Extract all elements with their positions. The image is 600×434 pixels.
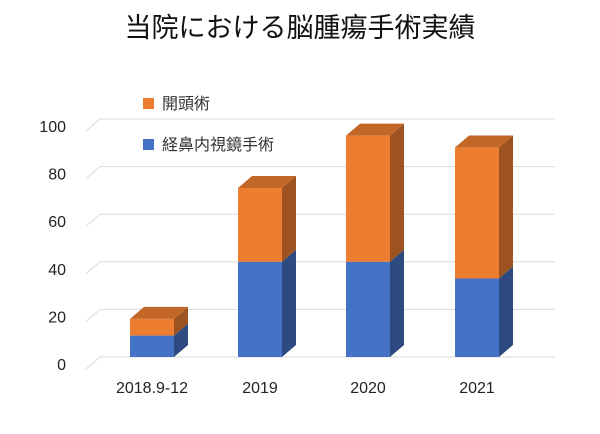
bar-segment-top: [455, 135, 513, 148]
bar-segment-front: [455, 147, 499, 279]
bar-segment-top: [346, 123, 404, 136]
bar-segment-front: [238, 261, 282, 357]
bar-segment-front: [346, 261, 390, 357]
gridline-diagonal: [85, 356, 101, 370]
bar-segment-side: [499, 266, 513, 357]
bar-segment-front: [346, 135, 390, 262]
bar-segment-top: [238, 176, 296, 189]
y-tick-label: 0: [57, 357, 66, 374]
bar-segment-front: [455, 278, 499, 357]
gridline-diagonal: [85, 213, 101, 227]
gridline-diagonal: [85, 309, 101, 322]
bar-segment-front: [238, 188, 282, 262]
gridline-diagonal: [85, 166, 101, 179]
y-axis-ticks: 0 20 40 60 80 100: [39, 119, 66, 374]
gridline-diagonal: [85, 261, 101, 275]
legend-label: 開頭術: [162, 94, 210, 113]
x-tick-label: 2021: [459, 380, 495, 397]
bar-segment-front: [130, 335, 174, 357]
y-tick-label: 40: [48, 262, 66, 279]
x-tick-label: 2019: [242, 380, 278, 397]
chart-title: 当院における脳腫瘍手術実績: [125, 13, 476, 44]
bar-segment-side: [390, 249, 404, 357]
bar-segment-top: [130, 306, 188, 319]
legend-swatch: [143, 139, 154, 150]
bars: [130, 123, 513, 357]
y-tick-label: 60: [48, 214, 66, 231]
gridline-diagonal: [85, 118, 101, 132]
legend-label: 経鼻内視鏡手術: [162, 135, 274, 154]
x-axis-ticks: 2018.9-12 2019 2020 2021: [116, 380, 495, 397]
legend-swatch: [143, 98, 154, 109]
y-tick-label: 100: [39, 119, 66, 136]
bar-segment-side: [282, 176, 296, 262]
bar-segment-front: [130, 318, 174, 336]
bar-segment-side: [499, 135, 513, 279]
x-tick-label: 2020: [350, 380, 386, 397]
bar-segment-side: [174, 306, 188, 336]
bar-segment-side: [390, 123, 404, 262]
y-tick-label: 80: [48, 167, 66, 184]
bar-segment-side: [174, 323, 188, 357]
bar-segment-side: [282, 249, 296, 357]
y-tick-label: 20: [48, 309, 66, 326]
x-tick-label: 2018.9-12: [116, 380, 188, 397]
